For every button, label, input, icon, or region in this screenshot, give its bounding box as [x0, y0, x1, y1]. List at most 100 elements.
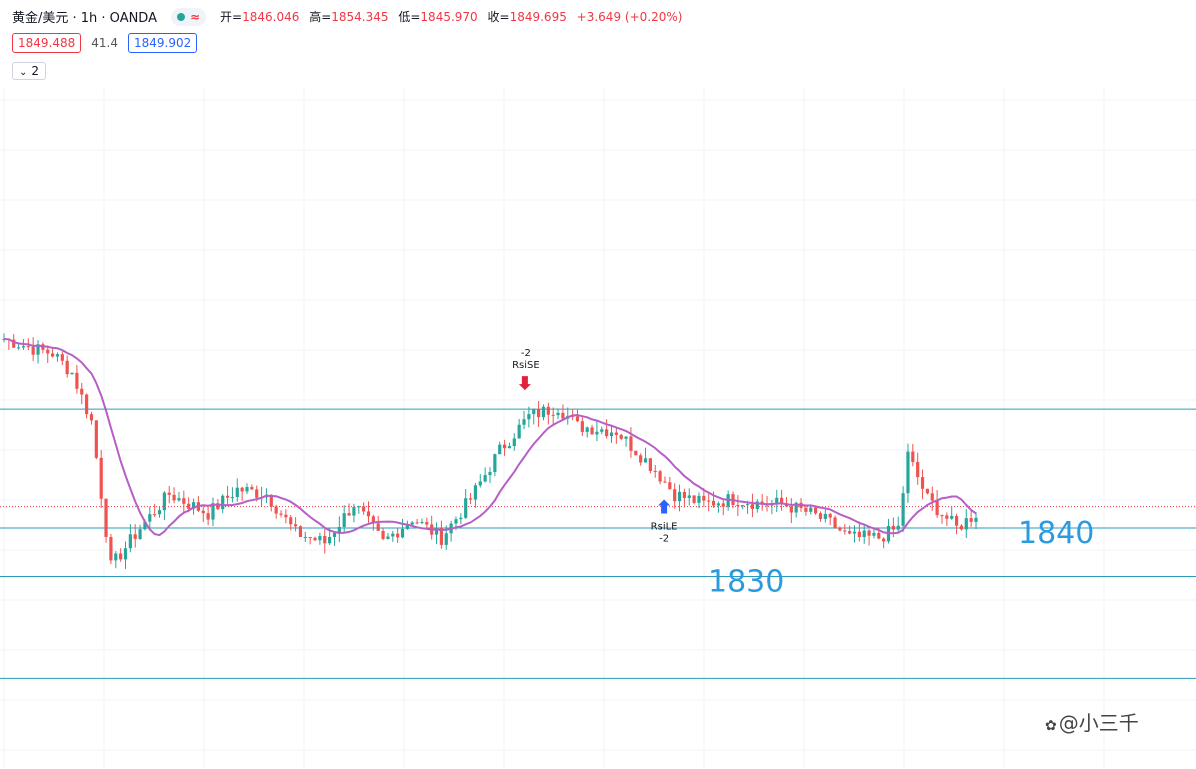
- trade-panel: 1849.488 41.4 1849.902: [12, 33, 198, 53]
- candle-body: [206, 513, 210, 520]
- candle-body: [371, 516, 375, 524]
- candle-body: [366, 511, 371, 517]
- candle-body: [945, 515, 949, 519]
- candle-body: [31, 346, 35, 355]
- candle-body: [230, 497, 235, 499]
- candles: [2, 333, 978, 569]
- candle-body: [162, 492, 166, 511]
- candle-body: [896, 525, 900, 530]
- indicators-collapse-button[interactable]: ⌄ 2: [12, 62, 47, 80]
- candle-body: [959, 525, 964, 530]
- candle-body: [911, 451, 915, 463]
- sell-button[interactable]: 1849.488: [12, 33, 82, 53]
- candle-body: [274, 506, 278, 514]
- candle-body: [707, 500, 711, 502]
- horizontal-levels: [0, 408, 1196, 679]
- candle-body: [128, 534, 132, 549]
- candle-body: [605, 429, 609, 437]
- candle-body: [478, 481, 482, 486]
- candle-body: [629, 436, 633, 451]
- symbol-header: 黄金/美元 · 1h · OANDA ≈ 开=1846.046 高=1854.3…: [12, 7, 682, 26]
- candle-body: [464, 498, 468, 518]
- signal-label-sell: RsiSE: [512, 360, 540, 371]
- signal-qty-buy: -2: [659, 534, 669, 545]
- candle-body: [891, 525, 895, 530]
- candle-body: [668, 482, 672, 490]
- candle-body: [663, 481, 667, 483]
- candle-body: [289, 517, 293, 525]
- candle-body: [12, 339, 16, 348]
- signal-qty-sell: -2: [521, 348, 531, 359]
- candle-body: [70, 372, 74, 375]
- candle-body: [882, 538, 886, 542]
- candle-body: [488, 472, 492, 476]
- candle-body: [55, 354, 60, 357]
- close-value: 1849.695: [509, 10, 567, 24]
- candle-body: [848, 531, 852, 534]
- candle-body: [425, 522, 429, 525]
- candle-body: [872, 532, 876, 536]
- candle-body: [328, 536, 332, 544]
- candle-body: [303, 536, 307, 538]
- candle-body: [294, 524, 298, 527]
- close-label: 收=: [487, 10, 510, 24]
- candle-body: [867, 530, 871, 536]
- candle-body: [405, 524, 409, 529]
- candle-body: [191, 502, 196, 509]
- low-value: 1845.970: [420, 10, 478, 24]
- candle-body: [493, 454, 497, 473]
- candle-body: [556, 412, 560, 416]
- level-label-1830: 1830: [708, 565, 784, 600]
- candle-body: [36, 344, 40, 355]
- candle-body: [225, 495, 230, 498]
- signal-label-buy: RsiLE: [651, 522, 678, 533]
- candle-body: [780, 497, 784, 504]
- candle-body: [648, 458, 652, 471]
- candle-body: [153, 514, 157, 516]
- candle-body: [614, 432, 618, 435]
- candle-body: [653, 470, 657, 472]
- candle-body: [532, 409, 536, 415]
- candle-body: [46, 349, 50, 354]
- candle-body: [634, 450, 638, 456]
- symbol-title[interactable]: 黄金/美元 · 1h · OANDA: [12, 11, 157, 26]
- candle-body: [80, 388, 84, 395]
- candle-body: [211, 503, 215, 520]
- level-labels: 1840 1830: [708, 516, 1094, 600]
- candle-body: [201, 510, 205, 514]
- candle-body: [600, 429, 604, 432]
- candle-body: [843, 530, 847, 532]
- candle-body: [269, 494, 273, 507]
- candle-body: [541, 406, 546, 418]
- high-value: 1854.345: [331, 10, 389, 24]
- candle-body: [697, 495, 701, 503]
- sell-arrow-icon: [518, 376, 531, 391]
- candle-body: [279, 513, 283, 515]
- candle-body: [833, 517, 837, 529]
- watermark-logo-icon: ✿: [1045, 718, 1057, 734]
- candle-body: [376, 523, 380, 531]
- candle-body: [323, 536, 327, 544]
- candle-body: [721, 503, 725, 507]
- candle-body: [400, 528, 405, 538]
- chevron-down-icon: ⌄: [19, 67, 28, 78]
- candle-body: [575, 416, 580, 422]
- level-label-1840: 1840: [1018, 516, 1094, 551]
- candle-body: [172, 494, 176, 501]
- candle-body: [420, 522, 424, 524]
- candle-body: [182, 498, 186, 504]
- candle-body: [736, 504, 740, 506]
- candle-body: [920, 477, 925, 489]
- market-status-toggle[interactable]: ≈: [170, 7, 207, 26]
- candle-body: [775, 497, 779, 504]
- candle-body: [410, 522, 414, 525]
- candle-body: [498, 444, 502, 455]
- candle-body: [940, 515, 944, 517]
- candle-body: [950, 516, 954, 519]
- buy-button[interactable]: 1849.902: [127, 33, 198, 53]
- candle-body: [906, 451, 910, 494]
- candle-body: [65, 360, 69, 375]
- candle-body: [677, 491, 682, 502]
